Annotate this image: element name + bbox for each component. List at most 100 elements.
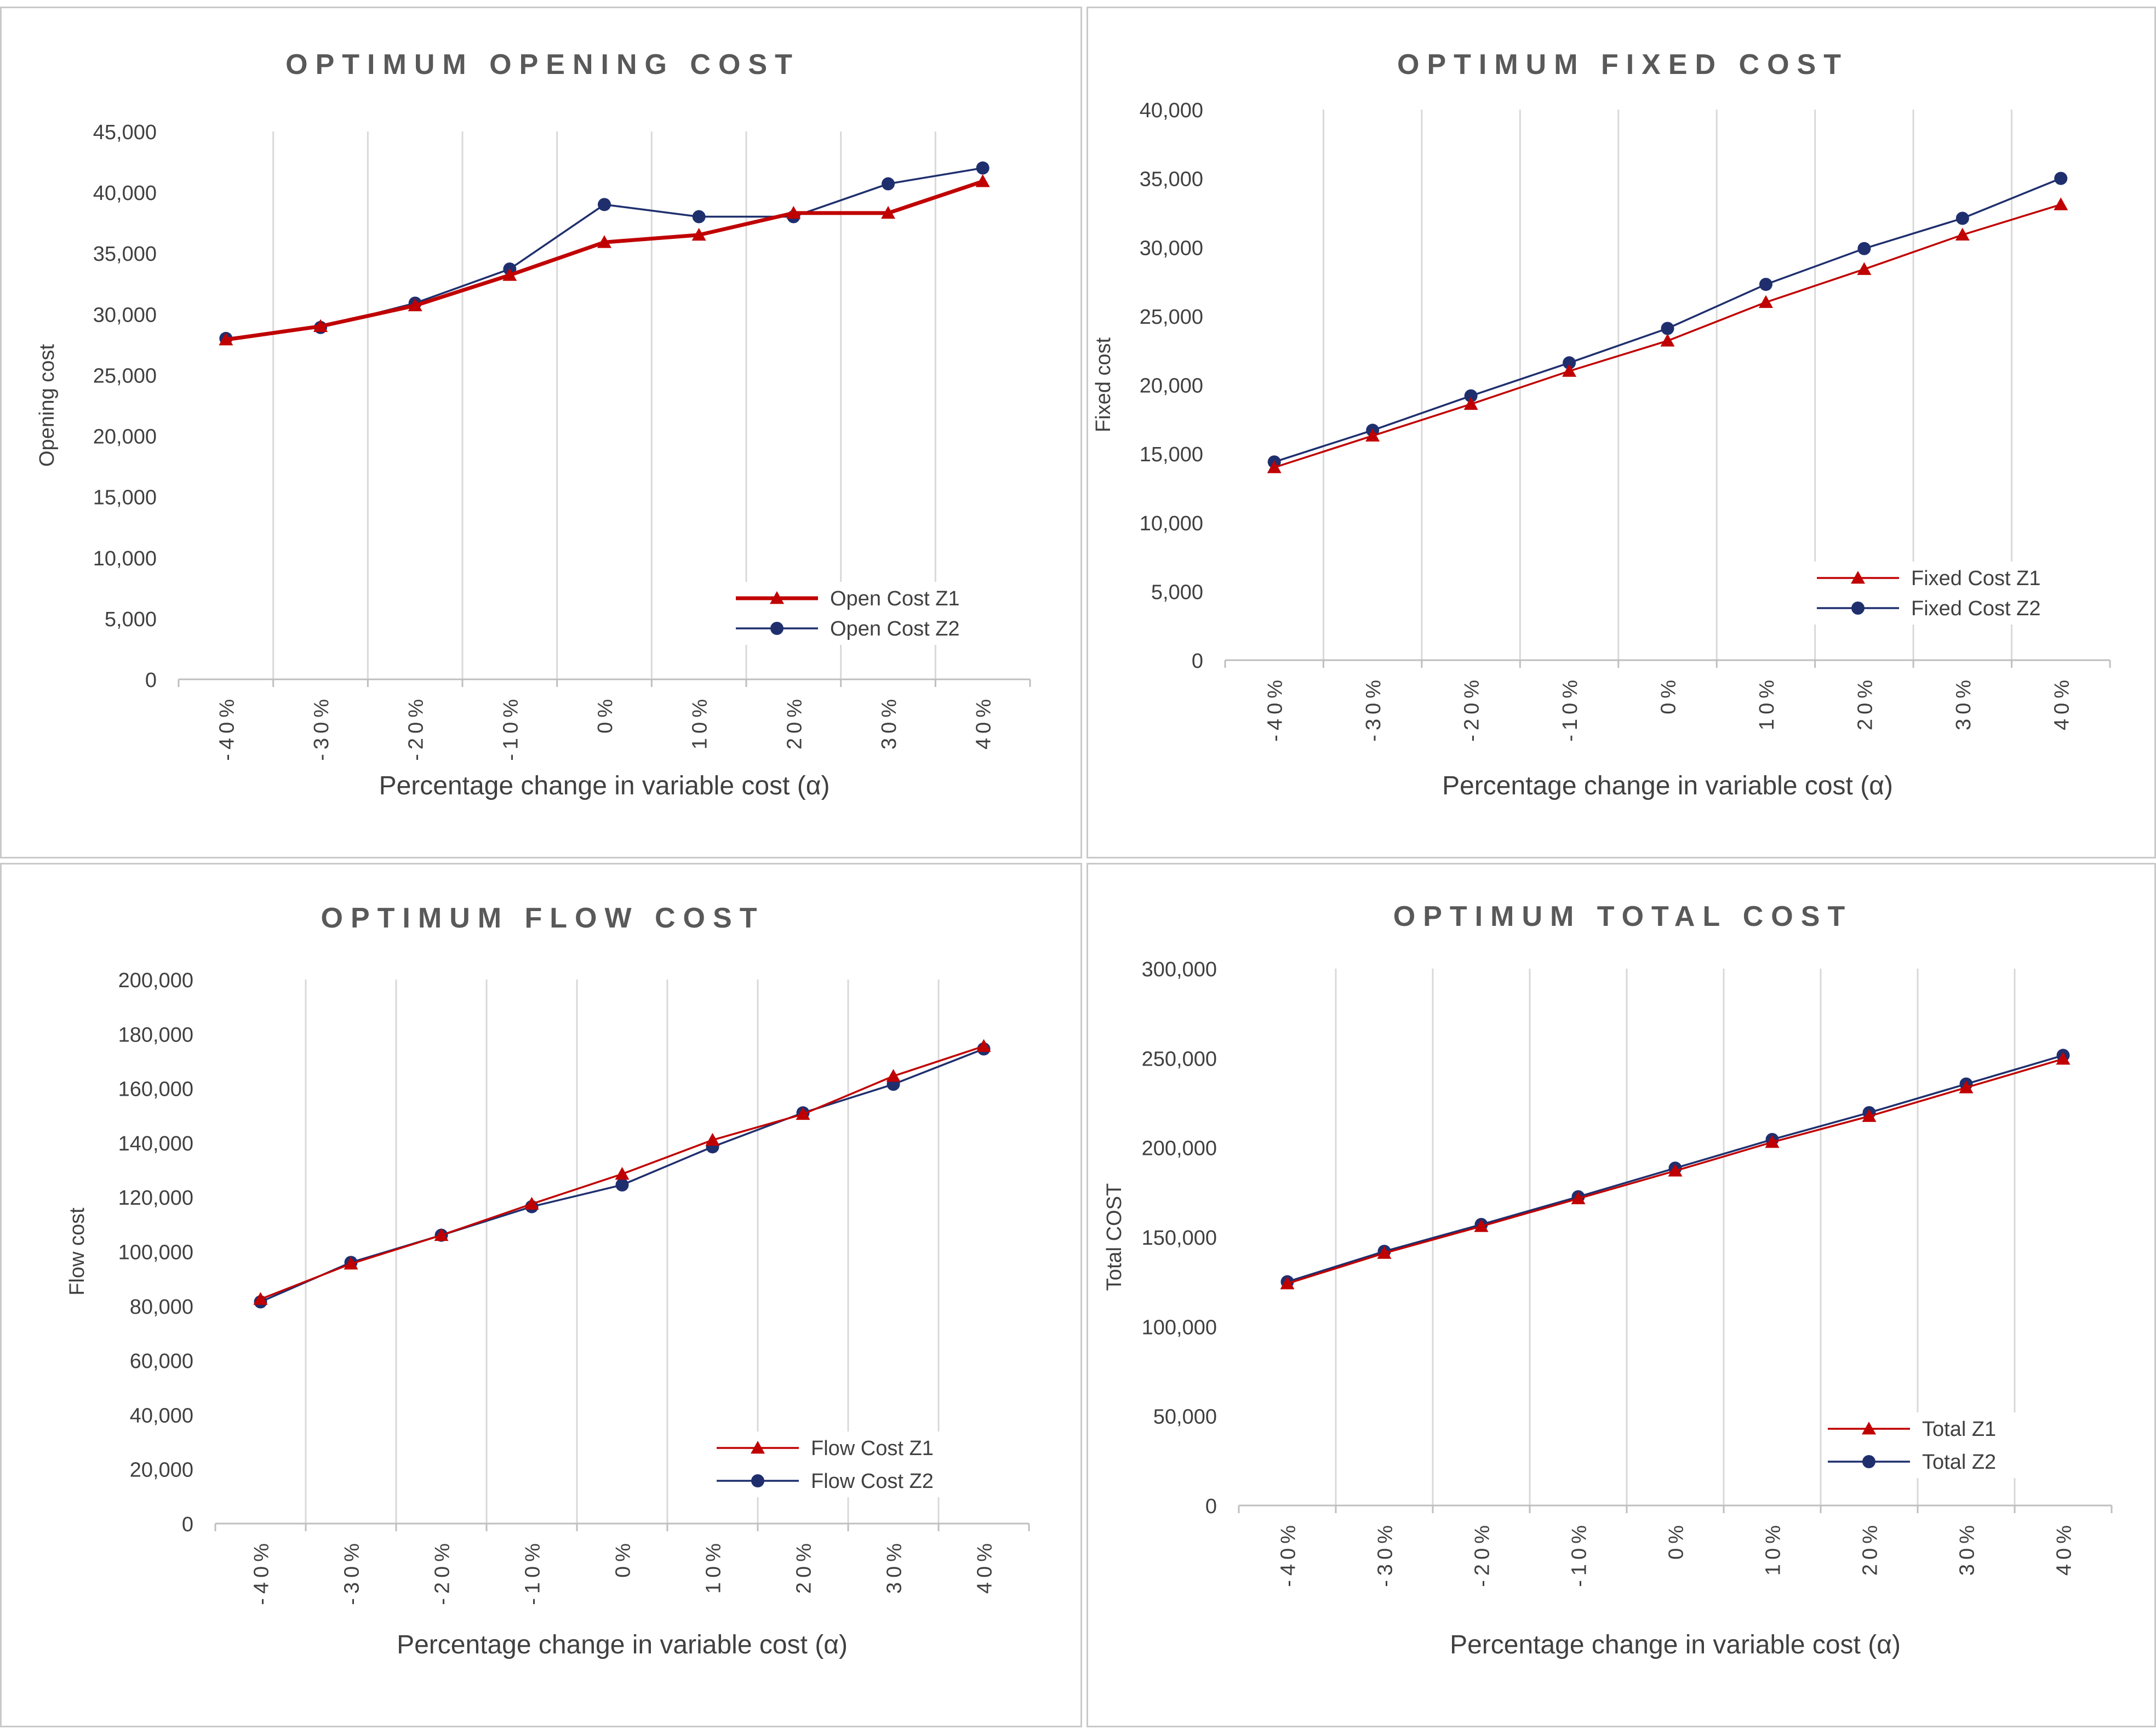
flow-series-2-point xyxy=(615,1178,629,1192)
fixed-legend-box xyxy=(1811,562,2069,625)
total-x-tick-label: 30% xyxy=(1956,1521,1979,1576)
fixed-y-tick-label: 40,000 xyxy=(1140,99,1203,122)
fixed-series-2-point xyxy=(1857,242,1871,255)
total-legend-marker-1 xyxy=(1862,1422,1876,1435)
opening-y-tick-label: 45,000 xyxy=(93,121,157,144)
total-x-tick-label: -40% xyxy=(1277,1521,1300,1587)
opening-legend-marker-1 xyxy=(770,591,784,604)
fixed-series-1 xyxy=(1267,197,2068,473)
opening-legend-label-2: Open Cost Z2 xyxy=(830,617,960,640)
fixed-legend-marker-1 xyxy=(1851,571,1865,584)
opening-series-1-point xyxy=(881,205,895,219)
total-series-1-point xyxy=(1959,1080,1974,1093)
total-legend-box xyxy=(1822,1412,2063,1478)
flow-x-tick-label: 0% xyxy=(612,1539,635,1578)
opening-series-1-point xyxy=(597,235,611,248)
fixed-legend-label-2: Fixed Cost Z2 xyxy=(1911,597,2041,620)
fixed-y-tick-label: 5,000 xyxy=(1151,581,1203,604)
fixed-series-2 xyxy=(1267,171,2068,469)
opening-series-2 xyxy=(219,161,990,345)
fixed-y-tick-label: 0 xyxy=(1192,650,1203,673)
opening-series-1-point xyxy=(313,319,328,332)
fixed-x-tick-label: -10% xyxy=(1559,675,1582,742)
flow-y-tick-label: 200,000 xyxy=(118,969,193,992)
total-series-1-point xyxy=(2056,1051,2071,1065)
flow-y-tick-label: 180,000 xyxy=(118,1023,193,1046)
flow-series-1 xyxy=(253,1039,991,1305)
opening-y-tick-label: 20,000 xyxy=(93,426,157,449)
opening-series-1-point xyxy=(219,333,233,346)
fixed-x-tick-label: 10% xyxy=(1755,675,1778,730)
flow-legend-marker-2 xyxy=(751,1474,764,1487)
opening-y-tick-label: 30,000 xyxy=(93,304,157,327)
total-y-tick-label: 250,000 xyxy=(1142,1047,1217,1070)
fixed-legend-marker-2 xyxy=(1851,602,1865,615)
flow-x-tick-label: -40% xyxy=(250,1539,273,1605)
total-y-tick-label: 0 xyxy=(1205,1495,1217,1518)
total-series-1-point xyxy=(1571,1191,1586,1205)
total-y-tick-label: 300,000 xyxy=(1142,958,1217,981)
flow-y-tick-label: 40,000 xyxy=(130,1404,193,1427)
total-x-tick-label: 10% xyxy=(1762,1521,1785,1576)
fixed-series-1-point xyxy=(1365,428,1380,442)
opening-x-tick-label: 20% xyxy=(783,695,806,749)
flow-x-tick-label: -10% xyxy=(522,1539,545,1605)
opening-x-tick-label: 10% xyxy=(689,695,712,749)
total-y-tick-label: 100,000 xyxy=(1142,1316,1217,1339)
total-legend-label-2: Total Z2 xyxy=(1922,1451,1996,1474)
opening-legend-label-1: Open Cost Z1 xyxy=(830,587,960,610)
chart-panel-fixed-cost: OPTIMUM FIXED COST 0 5,000 10,000 15,000 20,0… xyxy=(1086,7,2156,858)
fixed-x-tick-label: 0% xyxy=(1657,675,1680,714)
total-x-axis-title: Percentage change in variable cost (α) xyxy=(1450,1630,1901,1659)
flow-legend-label-1: Flow Cost Z1 xyxy=(811,1437,934,1460)
fixed-cost-chart: OPTIMUM FIXED COST 0 5,000 10,000 15,000 20,0… xyxy=(1092,49,2111,800)
fixed-series-2-point xyxy=(2054,171,2068,185)
opening-y-tick-label: 0 xyxy=(145,669,157,692)
fixed-x-tick-label: -20% xyxy=(1461,675,1484,742)
flow-legend-label-2: Flow Cost Z2 xyxy=(811,1470,934,1493)
opening-series-1-point xyxy=(975,174,990,187)
opening-series-2-point xyxy=(598,198,611,211)
flow-series-1-point xyxy=(796,1107,810,1120)
flow-y-tick-label: 60,000 xyxy=(130,1350,193,1373)
flow-x-tick-label: 40% xyxy=(974,1539,997,1594)
total-series-1-point xyxy=(1280,1276,1295,1290)
fixed-y-tick-label: 35,000 xyxy=(1140,168,1203,191)
chart-panel-flow-cost: OPTIMUM FLOW COST 0 20,000 40,000 60,000 80,0… xyxy=(0,863,1082,1727)
flow-y-tick-label: 20,000 xyxy=(130,1459,193,1482)
fixed-y-tick-label: 30,000 xyxy=(1140,237,1203,260)
fixed-series-2-point xyxy=(1955,211,1969,225)
fixed-x-tick-label: -30% xyxy=(1362,675,1385,742)
flow-chart-title: OPTIMUM FLOW COST xyxy=(321,902,765,934)
total-x-tick-label: -20% xyxy=(1471,1521,1494,1587)
flow-series-1-point xyxy=(344,1256,358,1270)
fixed-y-tick-label: 10,000 xyxy=(1140,512,1203,535)
flow-x-tick-label: -30% xyxy=(341,1539,364,1605)
flow-legend-marker-1 xyxy=(751,1441,765,1454)
fixed-series-2-point xyxy=(1661,322,1674,335)
flow-series-1-point xyxy=(434,1228,449,1241)
flow-series-1-point xyxy=(524,1196,539,1210)
chart-panel-opening-cost: OPTIMUM OPENING COST 0 5,000 10,000 15,000 20… xyxy=(0,7,1082,858)
total-legend-marker-2 xyxy=(1862,1455,1875,1468)
opening-y-tick-label: 40,000 xyxy=(93,182,157,205)
total-x-tick-label: 20% xyxy=(1859,1521,1882,1576)
total-series-1 xyxy=(1280,1051,2071,1290)
fixed-x-tick-label: 40% xyxy=(2050,675,2073,730)
opening-y-tick-label: 25,000 xyxy=(93,364,157,387)
fixed-series-1-point xyxy=(1955,227,1970,241)
fixed-series-1-point xyxy=(1857,262,1872,275)
opening-y-tick-label: 15,000 xyxy=(93,486,157,509)
opening-series-2-point xyxy=(692,210,706,224)
fixed-series-1-point xyxy=(1463,397,1478,410)
fixed-x-axis-title: Percentage change in variable cost (α) xyxy=(1442,771,1893,800)
total-y-tick-label: 150,000 xyxy=(1142,1227,1217,1250)
opening-series-1 xyxy=(219,174,990,346)
chart-panel-total-cost: OPTIMUM TOTAL COST 0 50,000 100,000 150,000 2… xyxy=(1086,863,2156,1727)
total-y-axis-title: Total COST xyxy=(1103,1183,1126,1291)
opening-y-tick-label: 5,000 xyxy=(105,608,157,631)
flow-y-tick-label: 140,000 xyxy=(118,1132,193,1155)
flow-y-tick-label: 80,000 xyxy=(130,1296,193,1319)
flow-x-axis-title: Percentage change in variable cost (α) xyxy=(397,1630,848,1659)
total-cost-chart: OPTIMUM TOTAL COST 0 50,000 100,000 150,000 2… xyxy=(1103,901,2113,1659)
